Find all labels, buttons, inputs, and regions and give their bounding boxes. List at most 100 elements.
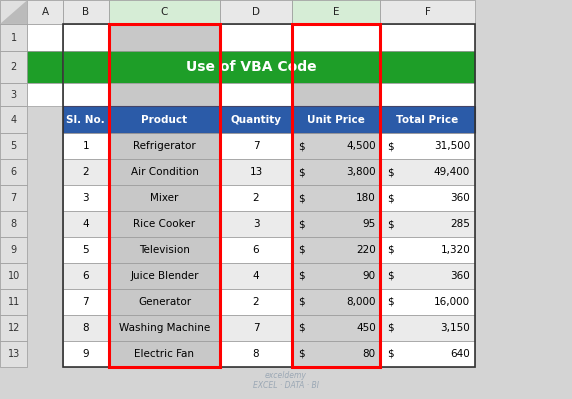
Text: 7: 7 [11, 193, 17, 203]
Bar [109, 263, 220, 289]
Text: $: $ [299, 271, 305, 281]
Bar [63, 289, 109, 315]
Bar [0, 211, 27, 237]
Text: 285: 285 [450, 219, 470, 229]
Bar [0, 106, 27, 133]
Text: 13: 13 [249, 167, 263, 177]
Bar [63, 24, 475, 367]
Bar [220, 0, 292, 24]
Text: 2: 2 [11, 62, 17, 72]
Text: E: E [333, 7, 339, 17]
Bar [292, 341, 380, 367]
Text: 11: 11 [7, 297, 20, 307]
Text: 95: 95 [363, 219, 376, 229]
Text: 7: 7 [253, 141, 259, 151]
Bar [109, 237, 220, 263]
Text: 1: 1 [11, 32, 17, 43]
Text: 360: 360 [450, 271, 470, 281]
Bar [27, 51, 63, 83]
Text: 90: 90 [363, 271, 376, 281]
Text: B: B [82, 7, 89, 17]
Bar [0, 0, 27, 24]
Bar [109, 185, 220, 211]
Bar [63, 185, 109, 211]
Text: 2: 2 [82, 167, 89, 177]
Bar [380, 24, 475, 51]
Text: $: $ [387, 297, 394, 307]
Bar [109, 106, 220, 133]
Bar [0, 185, 27, 211]
Bar [380, 289, 475, 315]
Bar [109, 211, 220, 237]
Text: 2: 2 [253, 297, 259, 307]
Text: 9: 9 [11, 245, 17, 255]
Bar [0, 289, 27, 315]
Bar [109, 341, 220, 367]
Bar [63, 263, 109, 289]
Text: 3: 3 [82, 193, 89, 203]
Text: Washing Machine: Washing Machine [119, 323, 210, 333]
Text: $: $ [387, 245, 394, 255]
Text: 3,150: 3,150 [440, 323, 470, 333]
Text: $: $ [387, 193, 394, 203]
Bar [380, 263, 475, 289]
Text: 4: 4 [11, 115, 17, 125]
Bar [292, 133, 380, 159]
Text: 13: 13 [7, 349, 20, 359]
Bar [63, 237, 109, 263]
Text: $: $ [387, 323, 394, 333]
Bar [292, 211, 380, 237]
Text: $: $ [299, 323, 305, 333]
Text: 10: 10 [7, 271, 20, 281]
Text: 2: 2 [253, 193, 259, 203]
Text: 7: 7 [82, 297, 89, 307]
Text: exceldemy
EXCEL · DATA · BI: exceldemy EXCEL · DATA · BI [253, 371, 319, 390]
Text: C: C [161, 7, 168, 17]
Bar [63, 83, 109, 106]
Text: Total Price: Total Price [396, 115, 459, 125]
Text: 5: 5 [11, 141, 17, 151]
Bar [220, 106, 292, 133]
Bar [0, 51, 27, 83]
Bar [63, 159, 109, 185]
Bar [380, 106, 475, 133]
Bar [27, 83, 63, 106]
Bar [0, 237, 27, 263]
Bar [0, 83, 27, 106]
Bar [109, 24, 220, 51]
Bar [109, 159, 220, 185]
Bar [380, 83, 475, 106]
Bar [220, 133, 292, 159]
Bar [220, 185, 292, 211]
Bar [380, 185, 475, 211]
Bar [109, 51, 220, 83]
Text: A: A [42, 7, 49, 17]
Text: $: $ [299, 167, 305, 177]
Text: $: $ [299, 193, 305, 203]
Text: 3,800: 3,800 [346, 167, 376, 177]
Bar [220, 83, 292, 106]
Bar [63, 106, 109, 133]
Text: Product: Product [141, 115, 188, 125]
Text: Juice Blender: Juice Blender [130, 271, 198, 281]
Bar [220, 315, 292, 341]
Text: Rice Cooker: Rice Cooker [133, 219, 196, 229]
Text: 16,000: 16,000 [434, 297, 470, 307]
Text: 8: 8 [11, 219, 17, 229]
Text: F: F [424, 7, 431, 17]
Bar [292, 83, 380, 106]
Bar [220, 289, 292, 315]
Bar [0, 315, 27, 341]
Text: $: $ [387, 349, 394, 359]
Text: 6: 6 [253, 245, 259, 255]
Text: 31,500: 31,500 [434, 141, 470, 151]
Text: $: $ [387, 219, 394, 229]
Bar [380, 51, 475, 83]
Bar [63, 24, 109, 51]
Bar [380, 133, 475, 159]
Bar [109, 83, 220, 106]
Text: 1,320: 1,320 [440, 245, 470, 255]
Text: $: $ [387, 141, 394, 151]
Bar [220, 237, 292, 263]
Text: 1: 1 [82, 141, 89, 151]
